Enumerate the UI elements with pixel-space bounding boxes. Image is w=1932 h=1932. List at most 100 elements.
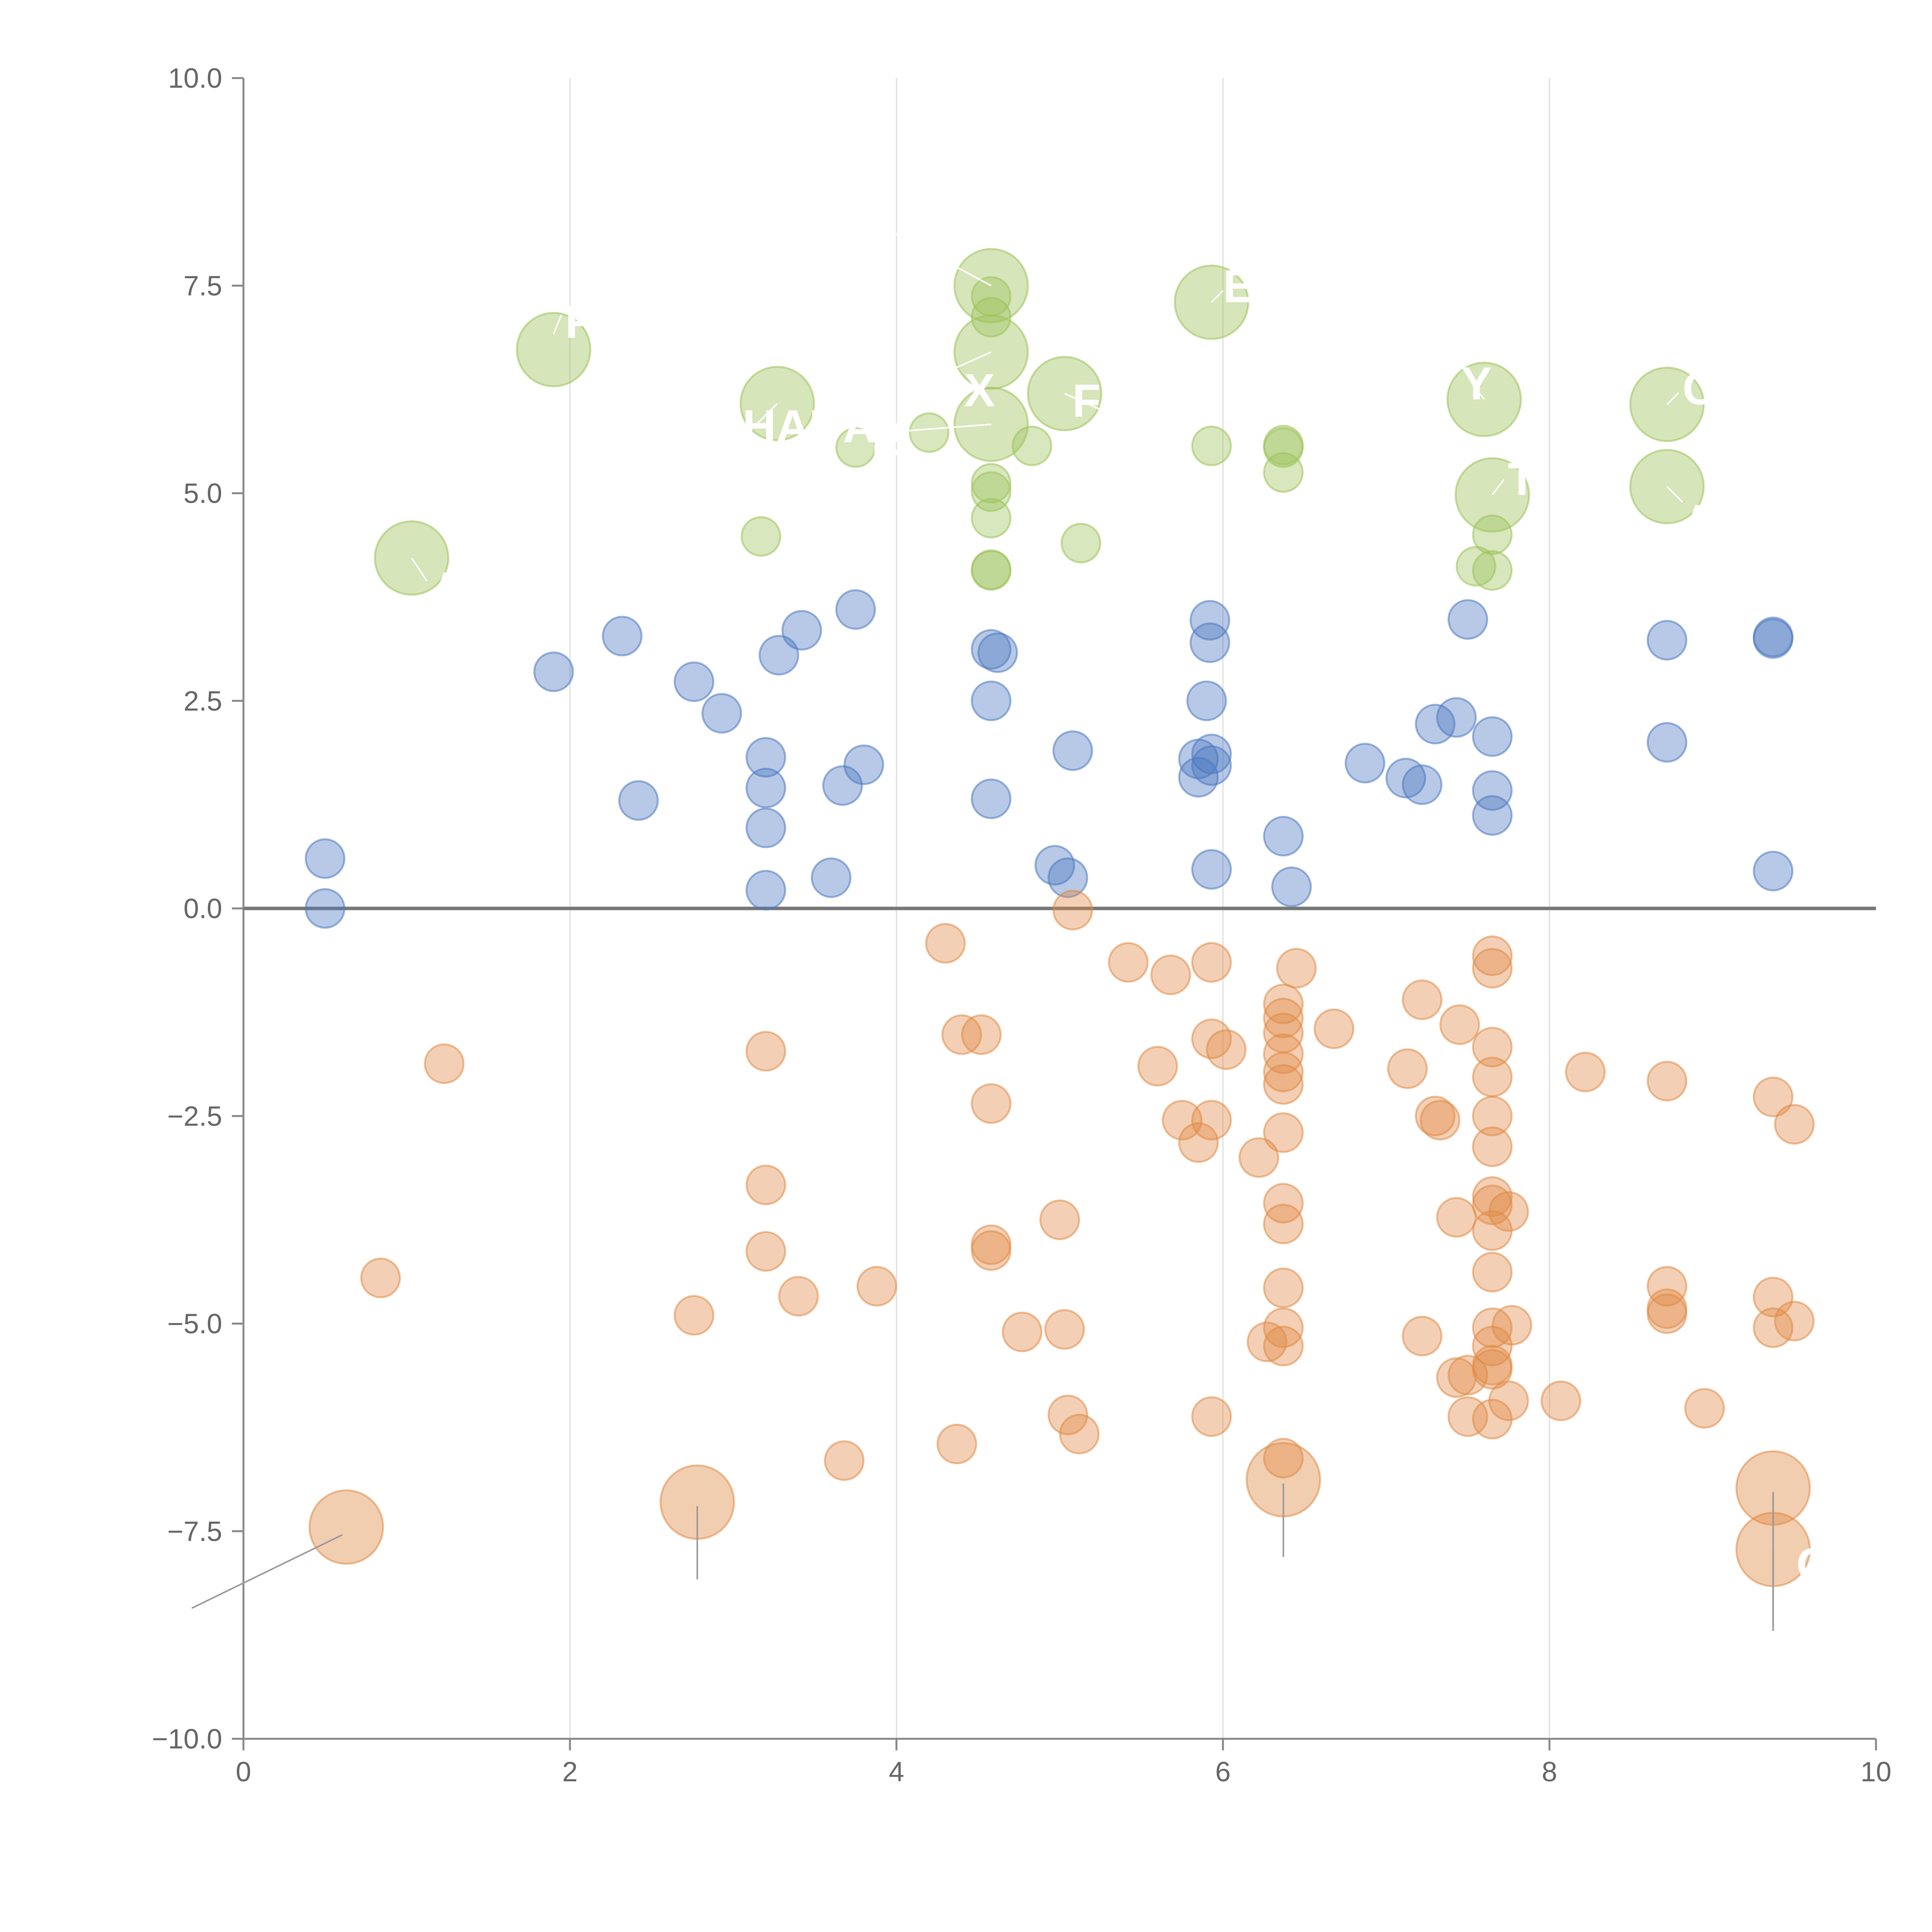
data-point-negative	[1191, 1396, 1232, 1437]
y-tick-label: 10.0	[168, 63, 222, 94]
data-point-negative	[961, 1014, 1002, 1055]
leader-line	[1472, 383, 1485, 400]
data-point-positive	[1186, 680, 1227, 721]
data-point-negative	[1191, 942, 1232, 983]
data-point-negative	[1472, 1252, 1513, 1293]
data-point-negative	[1263, 1438, 1304, 1479]
data-point-negative	[1191, 1018, 1232, 1059]
data-point-positive	[745, 808, 786, 849]
data-point-negative	[1263, 1064, 1304, 1105]
data-point-highlighted	[971, 463, 1012, 504]
data-point-highlighted	[1191, 425, 1232, 466]
data-point-negative	[778, 1276, 819, 1317]
data-point-highlighted	[740, 516, 781, 557]
data-point-negative	[745, 1165, 786, 1206]
data-point-negative	[1387, 1048, 1428, 1089]
y-tick-label: −5.0	[167, 1309, 222, 1340]
data-point-positive	[1646, 722, 1687, 763]
point-label: HAUAN	[743, 400, 910, 452]
data-point-negative	[1472, 1176, 1513, 1217]
annotated-point	[308, 1489, 384, 1565]
y-tick-label: 5.0	[184, 478, 222, 509]
data-point-positive	[1271, 866, 1312, 907]
data-point-highlighted	[1060, 522, 1101, 563]
data-point-positive	[1191, 733, 1232, 774]
data-point-negative	[1162, 1100, 1202, 1141]
data-point-positive	[971, 680, 1012, 721]
data-point-positive	[822, 765, 863, 806]
x-tick-label: 8	[1542, 1757, 1557, 1787]
data-point-negative	[1401, 979, 1442, 1020]
data-point-highlighted	[971, 498, 1012, 539]
data-point-negative	[1247, 1321, 1287, 1362]
data-point-negative	[1263, 1112, 1304, 1153]
data-point-positive	[1048, 857, 1088, 898]
data-point-positive	[1345, 743, 1386, 784]
data-point-negative	[1774, 1301, 1815, 1342]
leader-line	[956, 351, 992, 368]
leader-line	[553, 314, 562, 335]
data-point-highlighted	[1472, 550, 1513, 591]
data-point-negative	[1472, 1027, 1513, 1068]
leader-line	[1064, 393, 1100, 410]
data-point-positive	[1385, 758, 1426, 799]
data-point-negative	[1052, 889, 1093, 930]
data-point-negative	[856, 1266, 897, 1307]
data-point-negative	[1492, 1305, 1532, 1346]
data-point-negative	[1044, 1309, 1085, 1350]
data-point-positive	[1052, 730, 1093, 771]
data-point-highlighted	[1263, 452, 1304, 493]
leader-line	[890, 423, 992, 433]
y-tick-label: −10.0	[152, 1724, 222, 1755]
data-point-positive	[1436, 697, 1477, 738]
data-point-negative	[1541, 1380, 1582, 1421]
data-point-negative	[745, 1231, 786, 1272]
data-point-highlighted	[1012, 425, 1053, 466]
data-point-negative	[1263, 1051, 1304, 1092]
leader-line	[411, 558, 428, 582]
data-point-positive	[701, 693, 742, 734]
data-point-positive	[1191, 849, 1232, 890]
data-point-negative	[1774, 1104, 1815, 1145]
data-point-positive	[1401, 764, 1442, 805]
data-point-negative	[1191, 1100, 1232, 1141]
y-tick-label: 0.0	[184, 893, 222, 924]
data-point-positive	[1263, 816, 1304, 857]
x-tick-label: 4	[889, 1757, 904, 1787]
data-point-negative	[1263, 1267, 1304, 1308]
point-label: E	[1223, 260, 1254, 312]
data-point-highlighted	[909, 412, 949, 453]
data-point-negative	[1646, 1293, 1687, 1334]
data-point-positive	[781, 610, 822, 651]
data-point-negative	[1439, 1004, 1480, 1045]
data-point-negative	[1137, 1046, 1178, 1087]
leader-line	[753, 403, 778, 427]
data-point-positive	[745, 737, 786, 778]
data-point-positive	[1189, 622, 1230, 663]
data-point-negative	[1472, 1056, 1513, 1097]
data-point-negative	[1488, 1191, 1529, 1232]
tick-labels: 0 2 4 6 8 10 10.0 7.5 5.0 2.5 0.0 −2.5 −5.0 −7.5 −10.0	[152, 63, 1891, 1787]
point-label: E	[871, 413, 902, 465]
point-label: X	[964, 364, 995, 416]
data-point-positive	[304, 888, 345, 929]
data-point-negative	[1263, 983, 1304, 1024]
data-point-negative	[1263, 1204, 1304, 1245]
data-point-positive	[1447, 599, 1488, 640]
data-point-negative	[1488, 1380, 1529, 1421]
point-label: C	[1682, 363, 1716, 415]
point-label: G	[1796, 1539, 1832, 1590]
data-point-positive	[745, 870, 786, 911]
data-point-negative	[1753, 1077, 1794, 1117]
x-tick-label: 6	[1215, 1757, 1231, 1787]
data-point-negative	[745, 1031, 786, 1072]
data-point-positive	[1472, 795, 1513, 836]
data-point-positive	[971, 629, 1012, 670]
data-point-negative	[1150, 954, 1191, 995]
y-tick-label: 2.5	[184, 686, 222, 717]
data-point-highlighted	[1263, 427, 1304, 468]
data-point-negative	[1263, 1033, 1304, 1074]
data-point-negative	[360, 1257, 401, 1298]
